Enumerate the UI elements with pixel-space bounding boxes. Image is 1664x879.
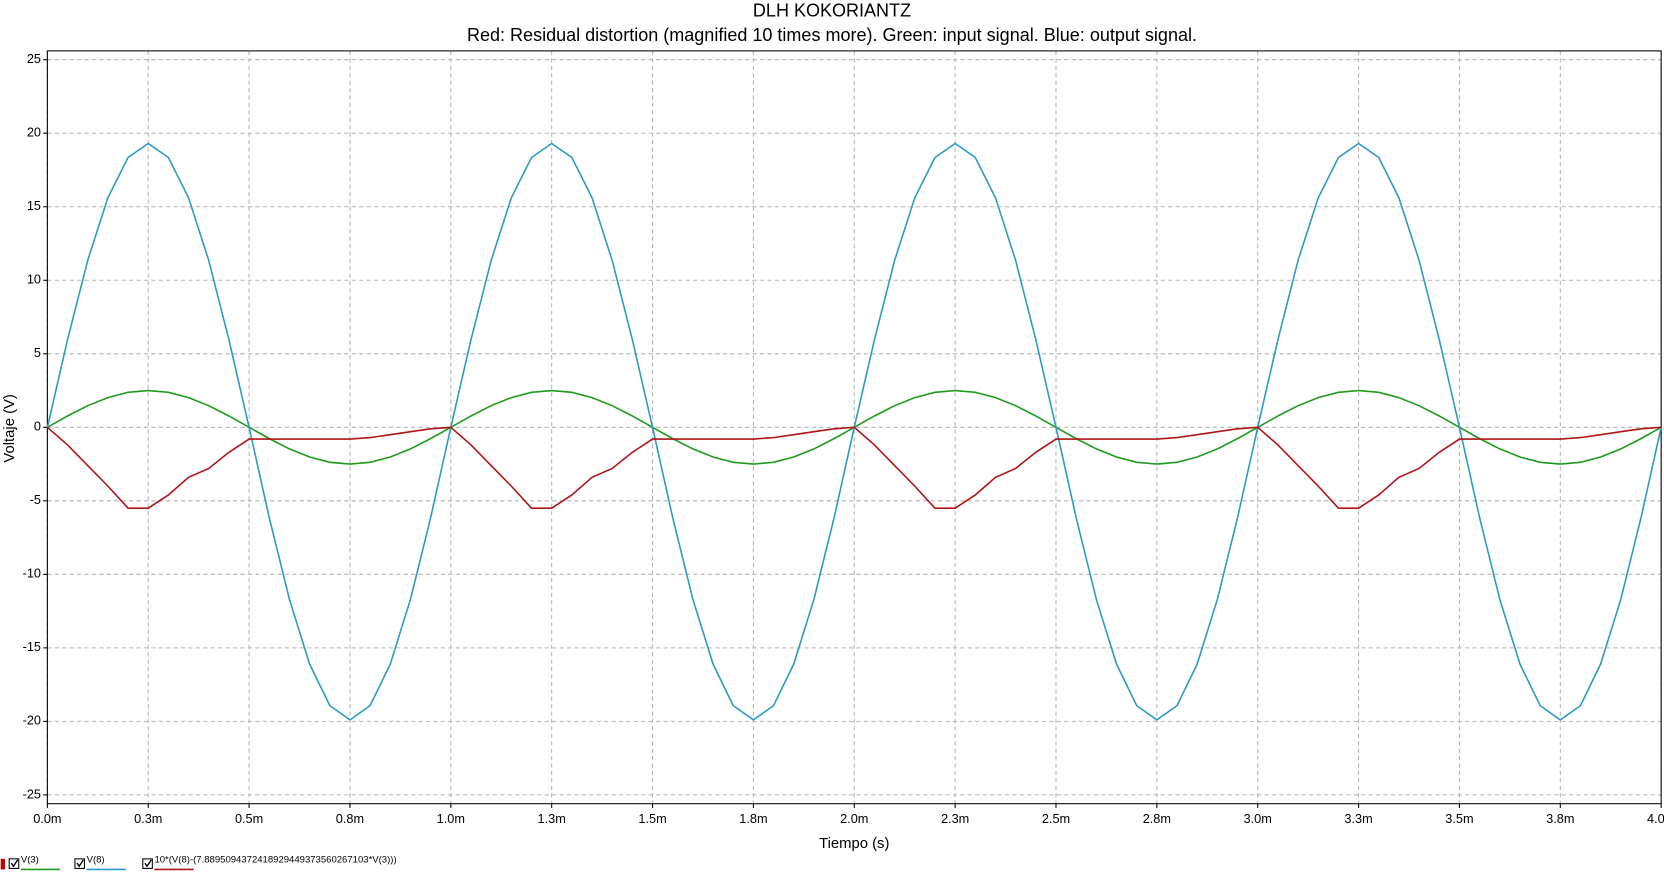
x-tick-label: 1.3m xyxy=(538,811,566,826)
y-tick-label: 5 xyxy=(34,345,41,360)
legend-checkbox xyxy=(74,858,86,869)
y-tick-label: -5 xyxy=(30,492,41,507)
lines xyxy=(46,142,1662,721)
y-axis-label: Voltaje (V) xyxy=(2,394,18,462)
x-tick-label: 0.0m xyxy=(33,811,61,826)
legend-checkbox xyxy=(142,858,153,869)
y-tick-label: -15 xyxy=(23,639,41,654)
legend-label: 10*(V(8)-(7.8895094372418929449373560267… xyxy=(154,854,396,865)
x-tick-label: 0.3m xyxy=(134,811,162,826)
y-tick-label: -20 xyxy=(23,713,41,728)
x-tick-label: 1.0m xyxy=(437,811,465,826)
chart-subtitle: Red: Residual distortion (magnified 10 t… xyxy=(467,25,1197,45)
y-tick-label: 25 xyxy=(27,51,41,66)
x-tick-label: 2.0m xyxy=(840,811,868,826)
y-tick-label: 15 xyxy=(27,198,41,213)
legend-check xyxy=(10,859,19,868)
grid: 0.0m 0.3m 0.5m 0.8m 1.0m 1.3m 1.5m 1.8m 2.0m 2.3m… xyxy=(23,50,1664,826)
x-tick-label: 2.8m xyxy=(1143,811,1171,826)
legend-check xyxy=(144,859,152,868)
y-tick-label: -25 xyxy=(23,786,41,801)
x-tick-label: 1.5m xyxy=(638,811,666,826)
y-tick-label: 0 xyxy=(34,419,41,434)
x-tick-label: 1.8m xyxy=(739,811,767,826)
x-tick-label: 2.3m xyxy=(941,811,969,826)
x-tick-label: 3.8m xyxy=(1546,811,1574,826)
x-tick-label: 3.0m xyxy=(1244,811,1272,826)
legend-marker xyxy=(0,858,5,870)
y-tick-label: -10 xyxy=(23,566,41,581)
x-tick-label: 3.5m xyxy=(1445,811,1473,826)
legend-check xyxy=(76,859,84,868)
x-tick-label: 2.5m xyxy=(1042,811,1070,826)
legend-checkbox xyxy=(8,858,20,869)
legend-label: V(3) xyxy=(21,854,39,865)
x-axis-label: Tiempo (s) xyxy=(819,836,889,852)
x-tick-label: 0.5m xyxy=(235,811,263,826)
legend: V(3) V(8) 10*(V(8)-(7.88950943724189294493… xyxy=(0,854,397,871)
series-line xyxy=(46,426,1662,509)
x-tick-label: 4.0m xyxy=(1647,811,1664,826)
chart-title: DLH KOKORIANTZ xyxy=(753,0,911,20)
x-tick-label: 0.8m xyxy=(336,811,364,826)
legend-label: V(8) xyxy=(87,854,105,865)
y-tick-label: 20 xyxy=(27,125,41,140)
y-tick-label: 10 xyxy=(27,272,41,287)
x-tick-label: 3.3m xyxy=(1344,811,1372,826)
